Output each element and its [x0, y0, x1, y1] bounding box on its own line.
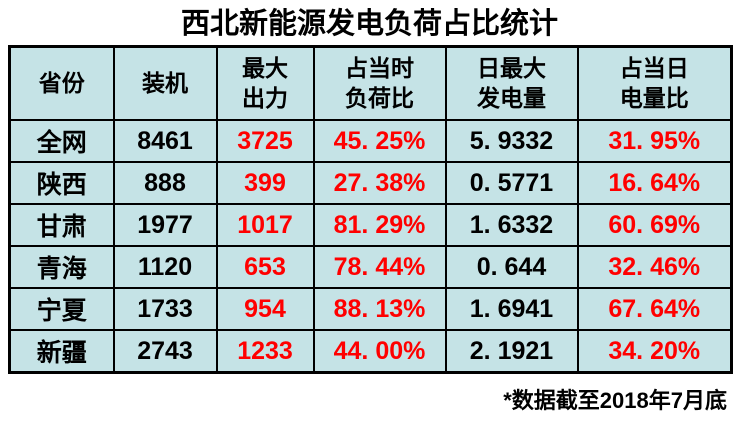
- cell-max-output: 954: [215, 287, 315, 331]
- cell-load-ratio: 78. 44%: [312, 245, 447, 289]
- cell-province: 陕西: [8, 161, 115, 205]
- cell-province: 甘肃: [8, 203, 115, 247]
- cell-daily-energy-ratio: 34. 20%: [576, 329, 733, 374]
- table-row-ningxia: 宁夏 1733 954 88. 13% 1. 6941 67. 64%: [8, 287, 733, 331]
- cell-province: 青海: [8, 245, 115, 289]
- cell-installed: 1977: [112, 203, 218, 247]
- cell-max-output: 653: [215, 245, 315, 289]
- cell-installed: 1120: [112, 245, 218, 289]
- cell-daily-max-gen: 0. 5771: [444, 161, 579, 205]
- col-header-province: 省份: [8, 45, 115, 121]
- cell-max-output: 1017: [215, 203, 315, 247]
- cell-daily-max-gen: 5. 9332: [444, 119, 579, 163]
- col-header-daily-energy-ratio: 占当日 电量比: [576, 45, 733, 121]
- cell-max-output: 1233: [215, 329, 315, 374]
- col-header-daily-max-generation: 日最大 发电量: [444, 45, 579, 121]
- table-row-gansu: 甘肃 1977 1017 81. 29% 1. 6332 60. 69%: [8, 203, 733, 247]
- page-title: 西北新能源发电负荷占比统计: [180, 8, 558, 40]
- statistics-table: 省份 装机 最大 出力 占当时 负荷比 日最大 发电量 占当日 电量比 全网 8…: [8, 45, 733, 374]
- cell-load-ratio: 45. 25%: [312, 119, 447, 163]
- cell-daily-energy-ratio: 32. 46%: [576, 245, 733, 289]
- table-row-quanwang: 全网 8461 3725 45. 25% 5. 9332 31. 95%: [8, 119, 733, 163]
- header-row: 省份 装机 最大 出力 占当时 负荷比 日最大 发电量 占当日 电量比: [8, 45, 733, 121]
- cell-daily-energy-ratio: 16. 64%: [576, 161, 733, 205]
- col-header-installed-capacity: 装机: [112, 45, 218, 121]
- cell-max-output: 3725: [215, 119, 315, 163]
- cell-installed: 888: [112, 161, 218, 205]
- table-row-qinghai: 青海 1120 653 78. 44% 0. 644 32. 46%: [8, 245, 733, 289]
- col-header-max-output: 最大 出力: [215, 45, 315, 121]
- cell-load-ratio: 81. 29%: [312, 203, 447, 247]
- cell-load-ratio: 88. 13%: [312, 287, 447, 331]
- cell-load-ratio: 27. 38%: [312, 161, 447, 205]
- cell-daily-max-gen: 1. 6941: [444, 287, 579, 331]
- cell-max-output: 399: [215, 161, 315, 205]
- cell-province: 全网: [8, 119, 115, 163]
- cell-province: 宁夏: [8, 287, 115, 331]
- cell-daily-max-gen: 0. 644: [444, 245, 579, 289]
- cell-province: 新疆: [8, 329, 115, 374]
- table-row-xinjiang: 新疆 2743 1233 44. 00% 2. 1921 34. 20%: [8, 329, 733, 374]
- cell-installed: 1733: [112, 287, 218, 331]
- cell-daily-max-gen: 2. 1921: [444, 329, 579, 374]
- cell-installed: 8461: [112, 119, 218, 163]
- cell-daily-energy-ratio: 67. 64%: [576, 287, 733, 331]
- cell-installed: 2743: [112, 329, 218, 374]
- cell-daily-max-gen: 1. 6332: [444, 203, 579, 247]
- cell-load-ratio: 44. 00%: [312, 329, 447, 374]
- cell-daily-energy-ratio: 31. 95%: [576, 119, 733, 163]
- col-header-load-ratio: 占当时 负荷比: [312, 45, 447, 121]
- table-row-shaanxi: 陕西 888 399 27. 38% 0. 5771 16. 64%: [8, 161, 733, 205]
- cell-daily-energy-ratio: 60. 69%: [576, 203, 733, 247]
- footnote: *数据截至2018年7月底: [503, 388, 727, 413]
